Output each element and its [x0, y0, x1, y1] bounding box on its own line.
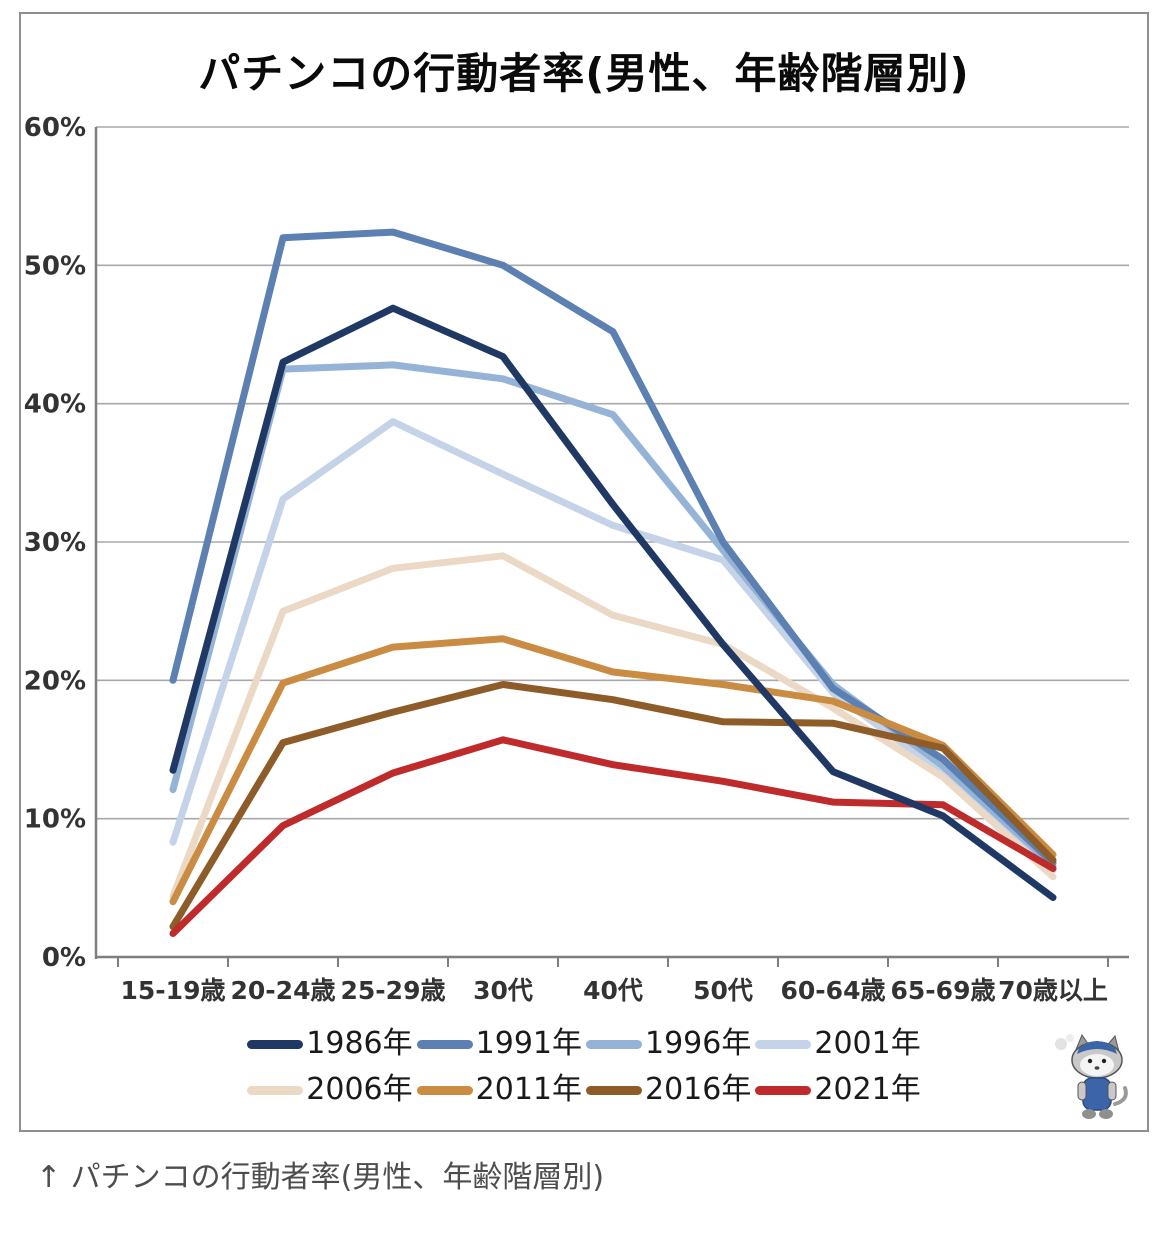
legend-item-1991: 1991年 [416, 1026, 582, 1062]
page-caption: ↑ パチンコの行動者率(男性、年齢階層別) [36, 1160, 605, 1195]
y-axis-label: 10% [24, 805, 86, 835]
mascot-nose [1094, 1066, 1100, 1070]
mascot-character [1055, 1033, 1128, 1119]
y-axis-label: 50% [24, 251, 86, 281]
mascot-smoke-puff [1066, 1034, 1074, 1042]
x-axis-label: 20-24歳 [231, 976, 336, 1005]
legend-item-2016: 2016年 [586, 1072, 751, 1108]
mascot-body [1082, 1077, 1112, 1111]
legend-row: 1986年 1991年 1996年 2001年 [245, 1026, 922, 1062]
legend-swatch [416, 1085, 473, 1095]
mascot-foot [1082, 1109, 1096, 1119]
chart-plot-area: 60% 50% 40% 30% 20% 10% 0% 15-19歳 20-24歳 25-29歳 30… [24, 113, 1129, 1005]
x-axis-label: 30代 [473, 976, 533, 1005]
mascot-arm [1107, 1081, 1117, 1101]
y-axis-label: 60% [24, 113, 86, 143]
mascot-cap [1077, 1041, 1117, 1054]
y-axis-label: 40% [24, 390, 86, 420]
mascot-smoke-puff [1055, 1038, 1067, 1050]
legend-swatch [755, 1085, 812, 1095]
legend-item-1986: 1986年 [247, 1026, 413, 1062]
legend-label: 1986年 [306, 1026, 413, 1061]
x-axis-label: 40代 [583, 976, 643, 1005]
x-axis-label: 15-19歳 [121, 976, 226, 1005]
legend-item-2021: 2021年 [755, 1072, 921, 1108]
legend-label: 2011年 [475, 1072, 582, 1107]
legend-swatch [586, 1039, 642, 1049]
legend-item-1996: 1996年 [586, 1026, 751, 1062]
x-axis-label: 70歳以上 [998, 976, 1108, 1005]
series-line-2021 [169, 736, 1057, 937]
series-line-1991 [169, 228, 1057, 867]
y-axis-label: 20% [24, 666, 86, 696]
mascot-arm [1077, 1081, 1087, 1101]
mascot-eye [1101, 1058, 1107, 1064]
legend-label: 1991年 [475, 1026, 582, 1061]
series-line-2006 [169, 552, 1057, 900]
legend-item-2001: 2001年 [755, 1026, 921, 1062]
legend-label: 2016年 [645, 1072, 752, 1107]
series-line-2001 [169, 418, 1057, 874]
mascot-tail [1113, 1086, 1128, 1106]
chart-title: パチンコの行動者率(男性、年齢階層別) [198, 49, 970, 98]
series-line-2011 [169, 635, 1057, 906]
mascot-face [1080, 1054, 1114, 1076]
series-line-1986 [169, 304, 1057, 901]
chart-legend: 1986年 1991年 1996年 2001年 2006年 2011年 2016年 2021年 [21, 1026, 1147, 1108]
y-axis-label: 30% [24, 528, 86, 558]
legend-label: 2001年 [814, 1026, 921, 1061]
x-axis-label: 60-64歳 [781, 976, 886, 1005]
series-line-2016 [169, 681, 1057, 931]
legend-label: 2021年 [814, 1072, 921, 1107]
legend-label: 2006年 [306, 1072, 413, 1107]
legend-item-2011: 2011年 [416, 1072, 582, 1108]
mascot-eye [1087, 1058, 1093, 1064]
chart-card: パチンコの行動者率(男性、年齢階層別) 60% 50% 40% 30% 20% 10% 0%… [19, 12, 1149, 1132]
legend-swatch [755, 1039, 812, 1049]
legend-item-2006: 2006年 [247, 1072, 413, 1108]
legend-swatch [247, 1085, 304, 1095]
legend-label: 1996年 [645, 1026, 752, 1061]
legend-row: 2006年 2011年 2016年 2021年 [245, 1072, 922, 1108]
legend-swatch [586, 1085, 642, 1095]
legend-swatch [247, 1039, 304, 1049]
y-axis-label: 0% [42, 943, 86, 973]
x-axis-label: 50代 [693, 976, 753, 1005]
mascot-foot [1099, 1109, 1113, 1119]
legend-swatch [416, 1039, 473, 1049]
x-axis-label: 25-29歳 [341, 976, 446, 1005]
x-axis-label: 65-69歳 [891, 976, 996, 1005]
